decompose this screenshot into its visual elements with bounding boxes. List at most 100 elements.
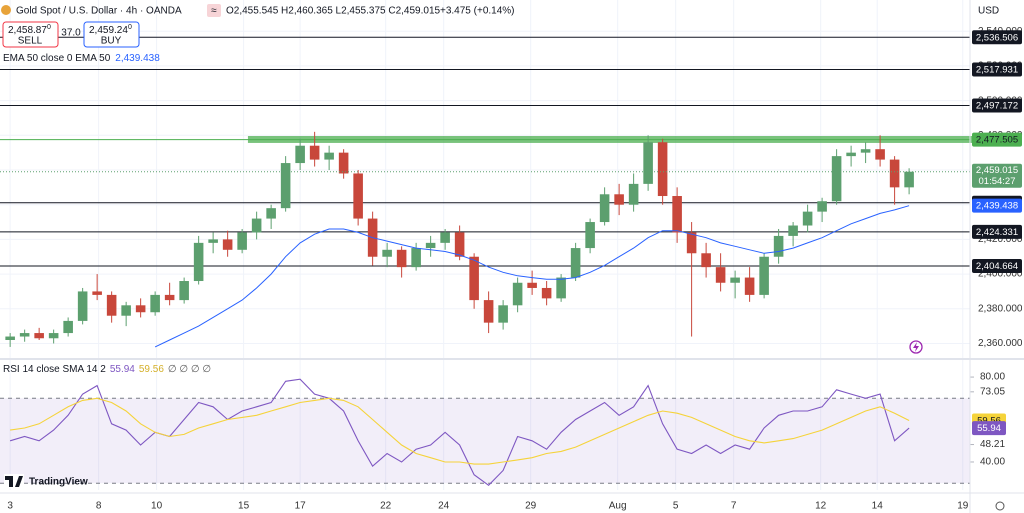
- sell-label: SELL: [18, 36, 43, 47]
- level-label: 2,536.506: [976, 32, 1018, 43]
- candle-body: [5, 336, 15, 340]
- candle-body: [498, 305, 508, 323]
- level-tag: [972, 98, 1022, 113]
- candle-body: [121, 305, 131, 316]
- candle-body: [77, 291, 88, 321]
- candle-body: [425, 242, 436, 249]
- candle-body: [570, 248, 581, 278]
- candle-body: [686, 232, 697, 254]
- candle-body: [19, 333, 30, 337]
- candle-body: [295, 145, 305, 164]
- rsi-tag-label: 55.94: [977, 423, 1001, 434]
- candle-body: [222, 239, 233, 250]
- candle-body: [817, 201, 827, 212]
- candle-body: [875, 149, 885, 160]
- candle-body: [846, 152, 856, 157]
- rsi-tick-label: 80.00: [980, 372, 1005, 383]
- x-tick-label: 17: [295, 501, 307, 512]
- level-label: 2,424.331: [976, 227, 1018, 238]
- alert-icon[interactable]: [909, 340, 923, 354]
- level-tag: [972, 258, 1022, 273]
- level-tag: [972, 30, 1022, 45]
- buy-price: 2,459.240: [89, 24, 132, 36]
- ema-line: [154, 205, 910, 348]
- candle-body: [193, 242, 204, 282]
- candle-body: [106, 294, 117, 316]
- rsi-marker-label: 48.21: [980, 439, 1005, 450]
- candle-body: [657, 142, 668, 197]
- candle-body: [237, 232, 247, 250]
- buy-label: BUY: [101, 36, 122, 47]
- candle-body: [48, 333, 59, 339]
- y-tick-label: 2,400.000: [978, 269, 1023, 280]
- symbol-icon: [1, 5, 11, 15]
- candle-body: [440, 232, 450, 243]
- badge: [207, 4, 221, 17]
- current-price-tag: [972, 163, 1022, 188]
- change: +3.475 (+0.14%): [440, 6, 515, 17]
- candle-body: [730, 277, 740, 283]
- y-tick-label: 2,380.000: [978, 303, 1023, 314]
- candle-body: [280, 163, 291, 209]
- candle-body: [628, 183, 639, 205]
- level-tag: [972, 62, 1022, 77]
- y-tick-label: 2,360.000: [978, 338, 1023, 349]
- candle-body: [701, 253, 711, 268]
- rsi-band: [0, 398, 970, 484]
- candle-body: [541, 287, 552, 299]
- candle-body: [527, 282, 537, 288]
- logo-text: TradingView: [29, 477, 88, 488]
- candle-body: [63, 320, 73, 334]
- x-tick-label: 10: [151, 501, 163, 512]
- x-tick-label: 15: [238, 501, 250, 512]
- badge-icon: ≈: [211, 6, 217, 17]
- candle-body: [353, 173, 363, 219]
- level-tag: [972, 132, 1022, 147]
- level-label: 2,477.505: [976, 135, 1018, 146]
- logo-mark: [5, 476, 23, 487]
- candle-body: [759, 256, 769, 295]
- sell-button[interactable]: [2, 21, 59, 48]
- candle-body: [831, 156, 842, 202]
- settings-icon[interactable]: [995, 501, 1005, 511]
- ema-tag-label: 2,439.438: [976, 201, 1018, 212]
- candle-body: [556, 277, 566, 299]
- rsi-marker-label: 73.05: [980, 386, 1005, 397]
- x-tick-label: 7: [731, 501, 737, 512]
- x-tick-label: 8: [96, 501, 102, 512]
- rsi-tag: [972, 421, 1006, 436]
- candle-body: [454, 232, 465, 257]
- candle-body: [338, 152, 349, 174]
- candle-body: [92, 291, 102, 295]
- countdown: 01:54:27: [979, 176, 1016, 187]
- candle-body: [773, 235, 784, 257]
- rsi-legend: RSI 14 close SMA 14 2 55.94 59.56 ∅ ∅ ∅ ∅: [3, 364, 211, 375]
- candle-body: [324, 152, 334, 160]
- candle-body: [715, 267, 726, 283]
- buy-button[interactable]: [83, 21, 140, 48]
- candle-body: [672, 196, 682, 233]
- candle-body: [860, 149, 871, 153]
- tag-layer: 2,536.5062,517.9312,497.1722,477.5052,44…: [972, 30, 1022, 436]
- candle-body: [179, 281, 189, 301]
- candle-body: [396, 249, 407, 268]
- y-tick-label: 2,420.000: [978, 234, 1023, 245]
- candle-body: [744, 277, 755, 295]
- candle-body: [34, 333, 44, 339]
- candle-body: [309, 145, 320, 160]
- candle-body: [643, 142, 653, 184]
- candle-body: [266, 208, 276, 219]
- candle-body: [469, 256, 479, 301]
- x-tick-label: 12: [815, 501, 827, 512]
- level-label: 2,404.664: [976, 261, 1018, 272]
- symbol-title: Gold Spot / U.S. Dollar · 4h · OANDA: [16, 6, 182, 17]
- ema-legend: EMA 50 close 0 EMA 50 2,439.438: [3, 53, 160, 64]
- current-price-label: 2,459.015: [976, 165, 1018, 176]
- candle-body: [164, 294, 175, 301]
- x-tick-label: 14: [872, 501, 884, 512]
- rsi-tag-label: 59.56: [977, 415, 1001, 426]
- level-tag: [972, 224, 1022, 239]
